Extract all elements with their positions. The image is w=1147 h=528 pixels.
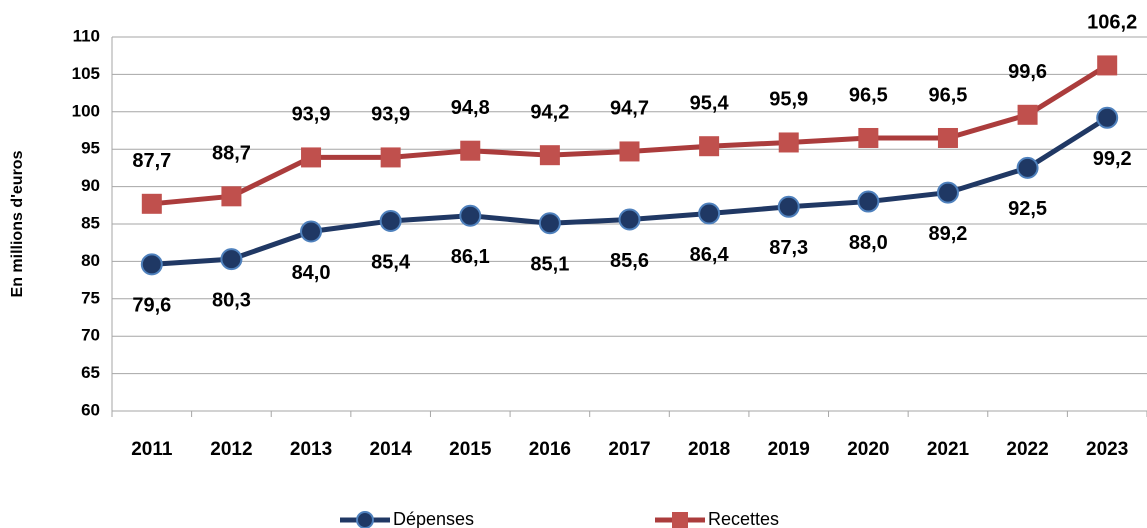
data-label: 96,5 <box>849 84 888 106</box>
marker <box>778 132 799 153</box>
marker <box>538 212 561 235</box>
x-tick-label: 2022 <box>1006 439 1048 460</box>
data-label: 95,9 <box>769 89 808 111</box>
marker <box>1096 106 1119 129</box>
data-label: 85,6 <box>610 250 649 272</box>
y-axis-label: En millions d'euros <box>9 150 26 297</box>
marker <box>459 204 482 227</box>
data-label: 93,9 <box>371 104 410 126</box>
x-tick-label: 2014 <box>370 439 413 460</box>
marker <box>221 186 242 207</box>
marker <box>1097 55 1118 76</box>
y-tick-label: 60 <box>81 400 100 419</box>
data-label: 94,2 <box>530 101 569 123</box>
data-label: 84,0 <box>292 262 331 284</box>
marker <box>539 145 560 166</box>
marker <box>937 127 958 148</box>
marker <box>220 248 243 271</box>
data-label: 99,2 <box>1093 148 1132 170</box>
marker <box>618 208 641 231</box>
marker <box>379 210 402 233</box>
marker <box>858 127 879 148</box>
data-label: 88,0 <box>849 232 888 254</box>
y-tick-label: 100 <box>72 101 100 120</box>
marker <box>698 202 721 225</box>
data-label: 86,1 <box>451 246 490 268</box>
data-label: 87,7 <box>132 150 171 172</box>
data-label: 92,5 <box>1008 198 1047 220</box>
marker <box>460 140 481 161</box>
x-tick-label: 2023 <box>1086 439 1128 460</box>
marker <box>1017 104 1038 125</box>
x-tick-label: 2015 <box>449 439 492 460</box>
data-label: 94,7 <box>610 98 649 120</box>
data-label: 96,5 <box>928 84 967 106</box>
x-tick-label: 2011 <box>131 439 173 460</box>
x-tick-label: 2012 <box>210 439 252 460</box>
data-label: 89,2 <box>928 223 967 245</box>
x-tick-label: 2019 <box>768 439 810 460</box>
y-tick-label: 65 <box>81 363 100 382</box>
marker <box>777 195 800 218</box>
y-tick-label: 105 <box>72 64 100 83</box>
y-tick-label: 75 <box>81 288 100 307</box>
marker <box>619 141 640 162</box>
marker <box>300 220 323 243</box>
data-label: 87,3 <box>769 237 808 259</box>
y-tick-label: 85 <box>81 213 100 232</box>
y-tick-label: 95 <box>81 139 100 158</box>
marker <box>140 253 163 276</box>
marker <box>141 193 162 214</box>
marker <box>936 181 959 204</box>
legend-marker <box>356 511 374 528</box>
data-label: 95,4 <box>690 92 730 114</box>
data-label: 86,4 <box>690 244 730 266</box>
marker <box>699 136 720 157</box>
y-tick-label: 110 <box>73 26 100 45</box>
y-tick-label: 80 <box>81 251 100 270</box>
legend-label: Recettes <box>708 509 779 528</box>
data-label: 79,6 <box>132 295 171 317</box>
y-tick-label: 90 <box>81 176 100 195</box>
marker <box>1016 156 1039 179</box>
legend-marker <box>672 512 688 528</box>
legend-label: Dépenses <box>393 509 474 528</box>
data-label: 106,2 <box>1087 12 1137 34</box>
data-label: 93,9 <box>292 104 331 126</box>
x-tick-label: 2018 <box>688 439 730 460</box>
x-tick-label: 2017 <box>608 439 650 460</box>
x-tick-label: 2021 <box>927 439 970 460</box>
marker <box>380 147 401 168</box>
marker <box>301 147 322 168</box>
data-label: 85,1 <box>530 254 569 276</box>
data-label: 80,3 <box>212 289 251 311</box>
y-tick-label: 70 <box>81 326 100 345</box>
x-tick-label: 2013 <box>290 439 332 460</box>
marker <box>857 190 880 213</box>
data-label: 94,8 <box>451 97 490 119</box>
data-label: 99,6 <box>1008 61 1047 83</box>
x-tick-label: 2016 <box>529 439 571 460</box>
data-label: 85,4 <box>371 251 411 273</box>
x-tick-label: 2020 <box>847 439 889 460</box>
data-label: 88,7 <box>212 143 251 165</box>
